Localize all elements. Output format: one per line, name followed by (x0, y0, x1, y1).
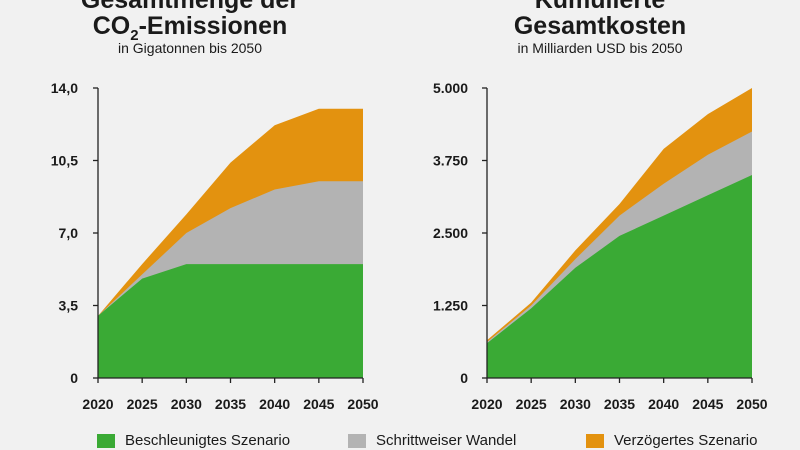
x-tick-label: 2030 (171, 396, 202, 412)
co2-emissions-area-chart: 0 3,5 7,0 10,5 14,0 2020 2025 2030 2035 2040 2045 2… (51, 80, 379, 412)
x-tick-label: 2025 (127, 396, 158, 412)
chart-title-line2: CO2-Emissionen (0, 12, 380, 50)
area-accelerated (98, 264, 363, 378)
legend-swatch-accelerated (97, 433, 115, 448)
x-tick-label: 2050 (347, 396, 378, 412)
cost-area-chart: 0 1.250 2.500 3.750 5.000 2020 2025 2030 2035 204… (433, 80, 768, 412)
legend-item-delayed: Verzögertes Szenario (586, 432, 757, 449)
chart-title-line2-main: CO (92, 12, 131, 40)
x-tick-label: 2050 (736, 396, 767, 412)
x-tick-label: 2035 (215, 396, 246, 412)
y-tick-label: 5.000 (433, 80, 468, 96)
y-tick-label: 0 (70, 370, 78, 386)
legend-swatch-gradual (348, 433, 366, 448)
y-tick-label: 0 (460, 370, 468, 386)
y-tick-label: 10,5 (51, 153, 78, 169)
legend-label-delayed: Verzögertes Szenario (614, 432, 758, 449)
x-tick-label: 2035 (604, 396, 635, 412)
legend-label-gradual: Schrittweiser Wandel (376, 432, 517, 449)
legend-item-accelerated: Beschleunigtes Szenario (97, 432, 290, 449)
chart-title-line2: Gesamtkosten (410, 12, 790, 48)
y-tick-label: 2.500 (433, 225, 468, 241)
x-tick-label: 2045 (692, 396, 723, 412)
chart-title-line2-main: Gesamtkosten (513, 12, 687, 40)
legend-label-accelerated: Beschleunigtes Szenario (125, 432, 291, 449)
y-tick-label: 7,0 (59, 225, 79, 241)
x-tick-label: 2045 (303, 396, 334, 412)
y-tick-label: 1.250 (433, 298, 468, 314)
x-tick-label: 2020 (471, 396, 502, 412)
x-tick-label: 2020 (82, 396, 113, 412)
chart-subtitle: in Gigatonnen bis 2050 (118, 40, 262, 56)
co2-emissions-chart-panel: Gesamtmenge der CO2-Emissionen in Gigato… (0, 0, 400, 412)
x-tick-label: 2040 (648, 396, 679, 412)
chart-title-line2-suffix: -Emissionen (138, 12, 288, 40)
legend-item-gradual: Schrittweiser Wandel (348, 432, 516, 449)
chart-subtitle: in Milliarden USD bis 2050 (517, 40, 683, 56)
chart-title-subscript: 2 (130, 27, 139, 44)
area-accelerated (487, 175, 752, 378)
y-tick-label: 3.750 (433, 153, 468, 169)
x-tick-label: 2030 (560, 396, 591, 412)
cost-chart-panel: Kumulierte Gesamtkosten in Milliarden US… (400, 0, 800, 412)
y-tick-label: 3,5 (59, 298, 79, 314)
y-tick-label: 14,0 (51, 80, 78, 96)
x-tick-label: 2025 (516, 396, 547, 412)
chart-title-line1: Gesamtmenge der (80, 0, 300, 14)
legend-swatch-delayed (586, 433, 604, 448)
chart-legend: Beschleunigtes Szenario Schrittweiser Wa… (0, 432, 800, 450)
x-tick-label: 2040 (259, 396, 290, 412)
chart-title-line1: Kumulierte (534, 0, 666, 14)
